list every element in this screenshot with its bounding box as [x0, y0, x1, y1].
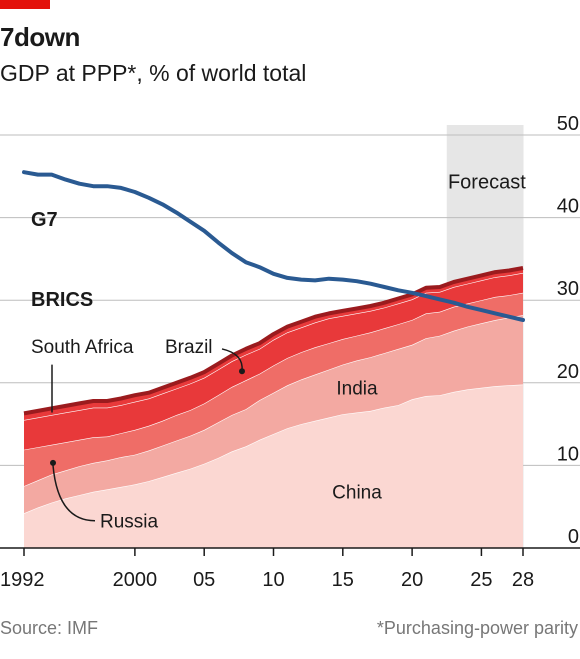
x-tick-label-2010: 10: [262, 569, 284, 591]
brics-label: BRICS: [31, 289, 93, 311]
x-tick-label-2000: 2000: [113, 569, 158, 591]
y-tick-label-50: 50: [557, 113, 579, 135]
x-tick-label-1992: 1992: [0, 569, 45, 591]
chart-subtitle: GDP at PPP*, % of world total: [0, 60, 307, 86]
russia-label: Russia: [100, 511, 159, 532]
g7-line: [22, 170, 525, 322]
area-china: [24, 384, 523, 548]
brazil-label: Brazil: [165, 337, 213, 358]
chart-title: 7down: [0, 22, 80, 52]
area-india: [24, 315, 523, 514]
x-tick-label-2028: 28: [512, 569, 534, 591]
area-russia: [24, 292, 523, 487]
forecast-label: Forecast: [448, 172, 526, 194]
south-africa-label: South Africa: [31, 337, 134, 358]
india-label: India: [336, 378, 378, 399]
y-tick-label-40: 40: [557, 196, 579, 218]
gdp-share-chart: 1992 2000 05 10 15 20 25 28 0 10 20 30 40 50 Forecast G…: [0, 113, 580, 591]
russia-leader: [52, 465, 96, 522]
y-tick-label-20: 20: [557, 361, 579, 383]
brazil-marker: [239, 368, 245, 375]
source-note: Source: IMF: [0, 618, 99, 638]
x-tick-label-2015: 15: [332, 569, 354, 591]
brics-total-line: [23, 266, 524, 416]
footnote: *Purchasing-power parity: [376, 618, 578, 638]
g7-label: G7: [31, 209, 58, 231]
y-tick-label-30: 30: [557, 278, 579, 300]
russia-marker: [50, 459, 56, 466]
area-brazil: [24, 272, 523, 450]
china-label: China: [332, 482, 382, 503]
x-tick-label-2005: 05: [193, 569, 215, 591]
accent-bar: [0, 0, 50, 9]
x-tick-label-2020: 20: [401, 569, 423, 591]
y-tick-label-0: 0: [568, 526, 579, 548]
y-tick-label-10: 10: [557, 443, 579, 465]
x-tick-label-2025: 25: [470, 569, 492, 591]
